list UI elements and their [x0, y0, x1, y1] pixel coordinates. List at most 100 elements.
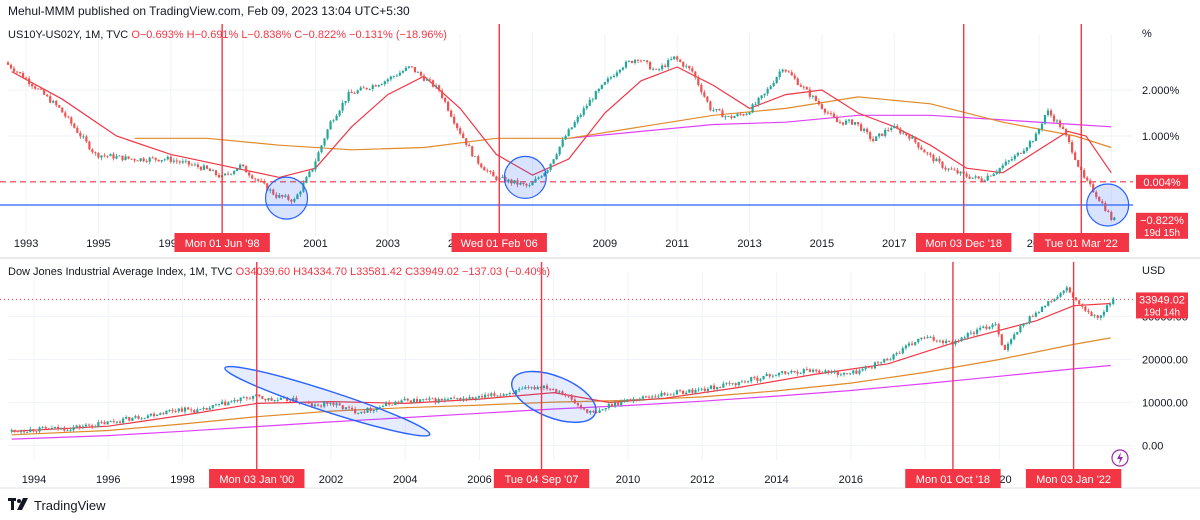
yield-spread-candle-body — [443, 97, 447, 102]
yield-spread-candle-body — [214, 170, 218, 175]
yield-spread-candle-body — [998, 168, 1001, 172]
dow-jones-x-tick-label: 2004 — [393, 474, 417, 486]
dow-jones-candle-body — [159, 413, 162, 415]
yield-spread-candle-body — [1043, 115, 1047, 124]
yield-spread-candle-body — [615, 72, 619, 76]
dow-jones-event-label-bg — [209, 469, 305, 488]
dow-jones-candle-body — [422, 399, 425, 401]
yield-spread-candle-body — [55, 100, 58, 106]
yield-spread-candle-body — [211, 170, 215, 172]
dow-jones-candle-body — [716, 387, 719, 390]
yield-spread-candle-body — [929, 153, 932, 155]
dow-jones-candle-body — [793, 370, 796, 372]
yield-spread-candle-body — [1095, 192, 1098, 197]
yield-spread-candle-body — [223, 173, 227, 176]
yield-spread-candle-body — [380, 84, 383, 86]
dow-jones-candle-body — [604, 407, 607, 410]
yield-spread-candle-body — [413, 67, 417, 73]
yield-spread-candle-body — [24, 77, 28, 79]
dow-jones-candle-body — [332, 402, 335, 406]
yield-spread-candle-body — [673, 56, 676, 60]
dow-jones-candle-body — [180, 408, 183, 412]
dow-jones-legend-symbol: Dow Jones Industrial Average Index, 1M, … — [8, 266, 236, 278]
dow-jones-candle-body — [270, 398, 273, 401]
yield-spread-candle-body — [878, 133, 881, 137]
yield-spread-candle-body — [371, 85, 374, 89]
yield-spread-candle-body — [784, 69, 787, 72]
dow-jones-candle-body — [403, 398, 406, 401]
yield-spread-candle-body — [817, 100, 820, 105]
yield-spread-candle-body — [64, 112, 67, 117]
yield-spread-candle-body — [248, 172, 251, 176]
yield-spread-candle-body — [456, 123, 459, 129]
yield-spread-candle-body — [91, 149, 94, 153]
yield-spread-candle-body — [754, 103, 757, 105]
dow-jones-candle-body — [72, 427, 75, 430]
dow-jones-candle-body — [703, 388, 706, 391]
yield-spread-candle-body — [18, 72, 22, 74]
dow-jones-candle-body — [842, 373, 846, 375]
dow-jones-candle-body — [666, 394, 669, 396]
yield-spread-candle-body — [703, 92, 706, 97]
dow-jones-candle-body — [44, 427, 47, 429]
dow-jones-candle-body — [548, 388, 552, 390]
yield-spread-candle-body — [112, 154, 115, 159]
yield-spread-x-tick-label: 2013 — [737, 238, 761, 250]
dow-jones-candle-body — [285, 397, 289, 401]
yield-spread-candle-body — [404, 67, 408, 71]
dow-jones-candle-body — [864, 366, 867, 369]
dow-jones-candle-body — [1062, 290, 1065, 294]
dow-jones-candle-body — [731, 383, 734, 385]
dow-jones-candle-body — [186, 407, 190, 410]
yield-spread-y-unit: % — [1142, 28, 1152, 40]
yield-spread-candle-body — [688, 65, 691, 69]
dow-jones-candle-body — [381, 406, 385, 408]
dow-jones-x-tick-label: 1994 — [22, 474, 46, 486]
yield-spread-candle-body — [1110, 212, 1113, 221]
dow-jones-candle-body — [400, 400, 403, 403]
yield-spread-candle-body — [896, 126, 899, 129]
dow-jones-candle-body — [409, 400, 412, 403]
yield-spread-candle-body — [866, 128, 869, 133]
dow-jones-candle-body — [805, 369, 808, 370]
dow-jones-candle-body — [555, 389, 558, 393]
yield-spread-candle-body — [459, 128, 462, 134]
yield-spread-y-tick-label: 2.000% — [1142, 85, 1180, 97]
dow-jones-candle-body — [867, 366, 870, 368]
dow-jones-candle-body — [440, 398, 443, 401]
yield-spread-candle-body — [278, 194, 281, 198]
yield-spread-candle-body — [437, 85, 441, 91]
dow-jones-candle-body — [499, 395, 502, 397]
footer-logo[interactable]: TradingView — [8, 498, 106, 513]
yield-spread-candle-body — [232, 171, 236, 174]
yield-spread-candle-body — [986, 175, 989, 181]
yield-spread-candle-body — [513, 180, 516, 184]
dow-jones-candle-body — [576, 403, 580, 406]
yield-spread-candle-body — [636, 59, 640, 61]
dow-jones-candle-body — [746, 381, 750, 383]
yield-spread-candle-body — [362, 87, 365, 89]
dow-jones-candle-body — [790, 370, 793, 373]
dow-jones-candle-body — [700, 388, 703, 390]
dow-jones-candle-body — [657, 396, 660, 398]
dow-jones-candle-body — [97, 422, 100, 427]
yield-spread-candle-body — [546, 170, 549, 173]
yield-spread-candle-body — [477, 156, 480, 164]
yield-spread-candle-body — [1058, 120, 1062, 127]
yield-spread-event-label: Mon 03 Dec '18 — [925, 238, 1002, 250]
yield-spread-legend-low: L−0.838% — [241, 29, 294, 41]
dow-jones-candle-body — [366, 407, 369, 413]
dow-jones-candle-body — [607, 404, 610, 408]
dow-jones-candle-body — [94, 426, 97, 428]
dow-jones-candle-body — [276, 399, 279, 401]
yield-spread-candle-body — [670, 59, 673, 61]
yield-spread-candle-body — [658, 69, 661, 71]
yield-spread-candle-body — [748, 112, 751, 115]
dow-jones-candle-body — [830, 371, 833, 373]
yield-spread-legend-high: H−0.691% — [187, 29, 242, 41]
dow-jones-candle-body — [811, 369, 815, 372]
dow-jones-candle-body — [487, 394, 490, 396]
yield-spread-candle-body — [983, 180, 986, 182]
dow-jones-candle-body — [694, 390, 697, 393]
